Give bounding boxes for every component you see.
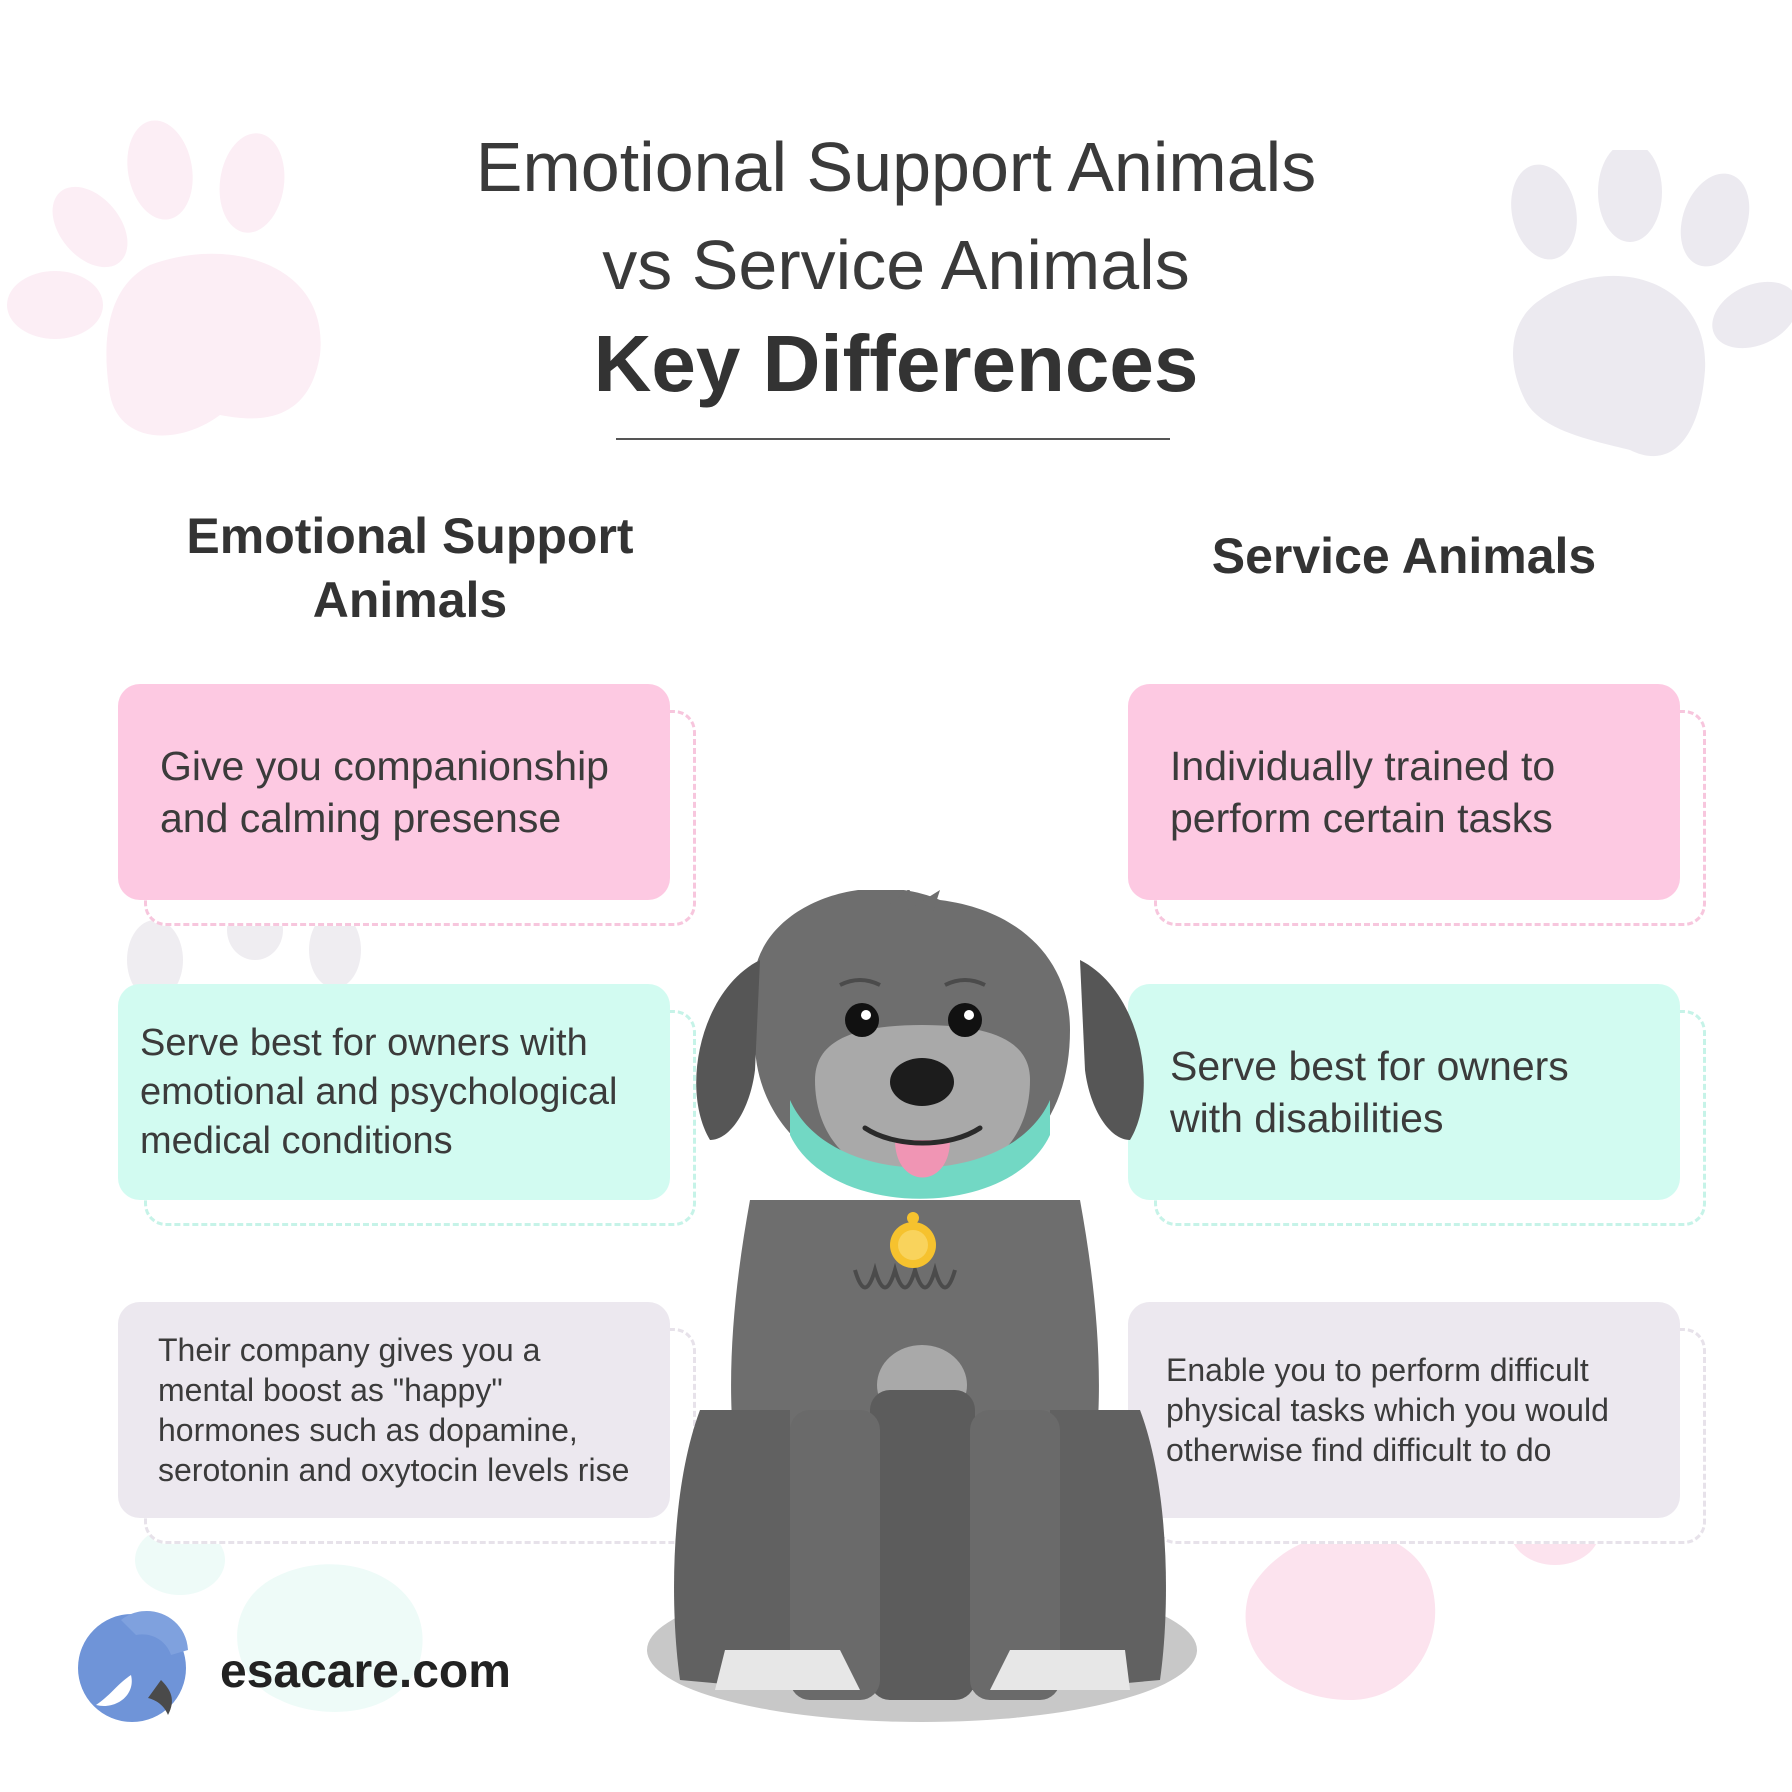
- dog-illustration-icon: [647, 890, 1197, 1722]
- card-text-line: mental boost as "happy": [158, 1372, 503, 1408]
- title-block: Emotional Support Animals vs Service Ani…: [0, 118, 1792, 414]
- esa-heading-line-2: Animals: [312, 572, 508, 628]
- card-text-line: emotional and psychological: [140, 1070, 618, 1113]
- card-text-line: otherwise find difficult to do: [1166, 1432, 1552, 1468]
- paw-print-icon: [1511, 150, 1792, 457]
- esa-column-heading: Emotional Support Animals: [110, 504, 710, 632]
- card-text-line: Enable you to perform difficult: [1166, 1352, 1589, 1388]
- esa-heading-line-1: Emotional Support: [186, 508, 634, 564]
- card-text-line: Individually trained to: [1170, 743, 1556, 789]
- card-text-line: Their company gives you a: [158, 1332, 541, 1368]
- card-text-line: physical tasks which you would: [1166, 1392, 1609, 1428]
- service-column-heading: Service Animals: [1211, 528, 1597, 584]
- card-text: Enable you to perform difficult physical…: [1128, 1350, 1623, 1470]
- card-text-line: with disabilities: [1170, 1095, 1444, 1141]
- card-text: Serve best for owners with disabilities: [1128, 1040, 1589, 1144]
- card-text-line: medical conditions: [140, 1119, 453, 1162]
- card-text-line: Serve best for owners: [1170, 1043, 1569, 1089]
- card-text: Give you companionship and calming prese…: [118, 740, 629, 844]
- esa-card-mental-boost: Their company gives you a mental boost a…: [118, 1302, 670, 1518]
- page-title: Key Differences: [593, 319, 1199, 408]
- card-text-line: serotonin and oxytocin levels rise: [158, 1452, 630, 1488]
- esa-card-companionship: Give you companionship and calming prese…: [118, 684, 670, 900]
- card-text-line: Give you companionship: [160, 743, 609, 789]
- esacare-logo-icon: [78, 1611, 188, 1722]
- title-line-1: Emotional Support Animals: [475, 128, 1317, 206]
- card-text-line: hormones such as dopamine,: [158, 1412, 578, 1448]
- title-line-2: vs Service Animals: [602, 226, 1190, 304]
- paw-print-icon: [7, 120, 321, 436]
- service-card-physical-tasks: Enable you to perform difficult physical…: [1128, 1302, 1680, 1518]
- card-text-line: perform certain tasks: [1170, 795, 1553, 841]
- brand-name[interactable]: esacare.com: [220, 1645, 511, 1698]
- card-text: Serve best for owners with emotional and…: [118, 1019, 631, 1166]
- service-card-trained: Individually trained to perform certain …: [1128, 684, 1680, 900]
- service-card-disabilities: Serve best for owners with disabilities: [1128, 984, 1680, 1200]
- card-text-line: and calming presense: [160, 795, 562, 841]
- card-text: Individually trained to perform certain …: [1128, 740, 1575, 844]
- card-text-line: Serve best for owners with: [140, 1021, 588, 1064]
- esa-card-owners: Serve best for owners with emotional and…: [118, 984, 670, 1200]
- title-divider: [616, 438, 1170, 440]
- card-text: Their company gives you a mental boost a…: [118, 1330, 643, 1490]
